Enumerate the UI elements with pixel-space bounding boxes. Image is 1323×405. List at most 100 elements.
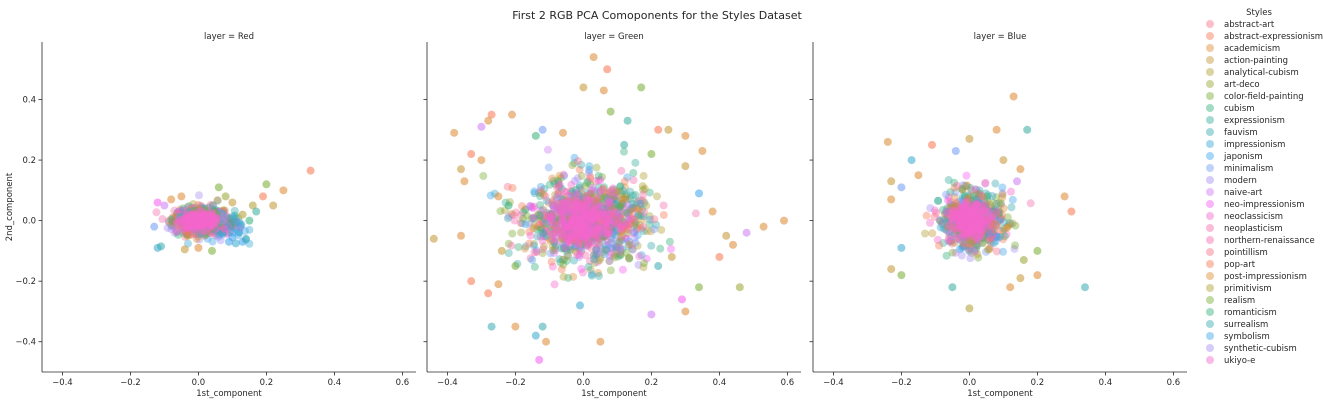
data-point xyxy=(998,183,1007,192)
data-point xyxy=(574,235,583,244)
data-point xyxy=(218,222,227,231)
data-point xyxy=(208,225,217,234)
data-point xyxy=(560,255,569,264)
data-point xyxy=(171,213,180,222)
data-point xyxy=(217,221,226,230)
data-point xyxy=(229,219,238,228)
data-point xyxy=(554,216,563,225)
data-point xyxy=(213,212,222,221)
data-point xyxy=(198,216,207,225)
data-point xyxy=(578,201,587,210)
data-point xyxy=(617,195,626,204)
data-point xyxy=(208,237,217,246)
data-point xyxy=(206,208,215,217)
data-point xyxy=(226,220,235,229)
data-point xyxy=(539,232,548,241)
data-point xyxy=(574,202,583,211)
data-point xyxy=(542,217,551,226)
data-point xyxy=(591,202,600,211)
data-point xyxy=(177,217,186,226)
data-point xyxy=(192,217,201,226)
data-point xyxy=(615,215,624,224)
data-point xyxy=(216,211,225,220)
data-point xyxy=(588,225,597,234)
data-point xyxy=(650,215,659,224)
data-point xyxy=(192,222,201,231)
data-point xyxy=(560,205,569,214)
data-point xyxy=(612,242,621,251)
data-point xyxy=(591,220,600,229)
data-point xyxy=(550,224,559,233)
y-ticks-blue xyxy=(809,99,813,343)
data-point xyxy=(548,219,557,228)
data-point xyxy=(188,218,197,227)
data-point xyxy=(199,218,208,227)
data-point xyxy=(572,237,581,246)
data-point xyxy=(213,210,222,219)
data-point xyxy=(198,218,207,227)
data-point xyxy=(200,215,209,224)
data-point xyxy=(508,229,517,238)
data-point xyxy=(213,196,222,205)
data-point xyxy=(592,213,601,222)
data-point xyxy=(586,211,595,220)
data-point xyxy=(600,192,609,201)
data-point xyxy=(559,170,568,179)
data-point xyxy=(897,243,906,252)
data-point xyxy=(201,216,210,225)
data-point xyxy=(587,209,596,218)
data-point xyxy=(548,230,557,239)
data-point xyxy=(586,211,595,220)
data-point xyxy=(217,225,226,234)
data-point xyxy=(177,214,186,223)
data-point xyxy=(580,231,589,240)
data-point xyxy=(1081,283,1089,292)
data-point xyxy=(205,218,214,227)
data-point xyxy=(218,222,227,231)
data-point xyxy=(218,208,227,217)
data-point xyxy=(511,262,520,271)
data-point xyxy=(647,150,656,159)
data-point xyxy=(585,193,594,202)
data-point xyxy=(566,206,575,215)
data-point xyxy=(607,198,616,207)
data-point xyxy=(604,214,613,223)
data-point xyxy=(603,65,612,74)
data-point xyxy=(198,228,207,237)
data-point xyxy=(179,217,188,226)
data-point xyxy=(508,183,517,192)
data-point xyxy=(224,218,233,227)
data-point xyxy=(586,221,595,230)
data-point xyxy=(197,212,206,221)
data-point xyxy=(189,209,198,218)
data-point xyxy=(610,200,619,209)
data-point xyxy=(610,194,619,203)
data-point xyxy=(596,244,605,253)
data-point xyxy=(187,217,196,226)
data-point xyxy=(626,205,635,214)
data-point xyxy=(191,220,200,229)
data-point xyxy=(610,219,619,228)
data-point xyxy=(563,198,572,207)
data-point xyxy=(622,234,631,243)
data-point xyxy=(188,219,197,228)
data-point xyxy=(201,214,210,223)
data-point xyxy=(179,223,188,232)
data-point xyxy=(197,210,206,219)
data-point xyxy=(577,198,586,207)
data-point xyxy=(197,215,206,224)
data-point xyxy=(619,223,628,232)
data-point xyxy=(546,234,555,243)
x-axis-label-blue: 1st_component xyxy=(967,389,1033,399)
data-point xyxy=(584,214,593,223)
data-point xyxy=(269,201,278,210)
data-point xyxy=(555,255,564,264)
data-point xyxy=(586,222,595,231)
data-point xyxy=(533,222,542,231)
data-point xyxy=(586,174,595,183)
data-point xyxy=(607,249,616,258)
data-point xyxy=(629,204,638,213)
data-point xyxy=(209,227,218,236)
data-point xyxy=(196,218,205,227)
data-point xyxy=(631,238,640,247)
